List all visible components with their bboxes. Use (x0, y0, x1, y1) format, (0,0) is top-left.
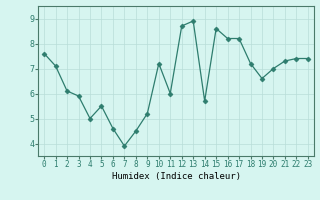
X-axis label: Humidex (Indice chaleur): Humidex (Indice chaleur) (111, 172, 241, 181)
